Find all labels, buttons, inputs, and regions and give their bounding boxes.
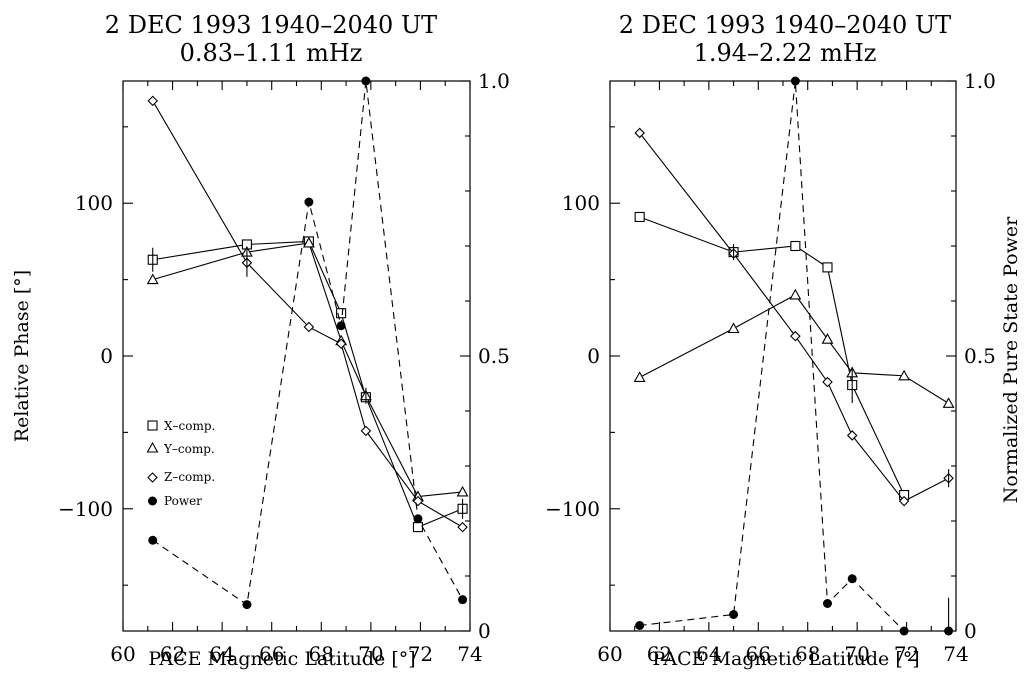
x-tick-label: 64 — [209, 642, 234, 666]
legend-x-comp-marker — [147, 420, 158, 431]
y-comp-point — [789, 288, 802, 300]
x-comp-series-line — [639, 216, 905, 496]
right-panel: 2 DEC 1993 1940–2040 UT 1.94–2.22 mHz PA… — [545, 11, 1022, 670]
power-point — [899, 626, 909, 636]
power-point — [361, 76, 371, 86]
y-comp-point — [633, 371, 646, 382]
x-tick-label: 74 — [457, 642, 482, 666]
x-tick-label: 64 — [696, 642, 721, 666]
y-comp-series-line — [639, 294, 949, 404]
power-point — [847, 574, 857, 584]
y2-tick-label: 0 — [964, 619, 977, 643]
y-tick-label: −100 — [545, 497, 600, 521]
z-comp-point — [335, 338, 347, 350]
z-comp-point — [303, 321, 315, 333]
x-tick-label: 70 — [358, 642, 383, 666]
x-tick-label: 74 — [943, 642, 968, 666]
y2-tick-label: 0.5 — [964, 344, 996, 368]
y-tick-label: 100 — [75, 191, 113, 215]
left-y-axis-label: Relative Phase [°] — [11, 270, 33, 442]
left-x-axis-label: PACE Magnetic Latitude [°] — [148, 648, 415, 670]
power-point — [822, 599, 832, 608]
legend-power-marker — [148, 496, 157, 506]
z-comp-point — [147, 95, 159, 107]
y-comp-point — [456, 485, 469, 497]
right-subtitle: 1.94–2.22 mHz — [694, 39, 877, 67]
y-comp-series-line — [152, 242, 463, 498]
x-tick-label: 60 — [597, 642, 622, 666]
y-comp-point — [898, 369, 911, 381]
x-comp-point — [634, 211, 645, 223]
right-plot-frame — [609, 80, 957, 632]
x-comp-series-line — [152, 240, 463, 528]
power-point — [635, 621, 645, 630]
x-tick-label: 68 — [309, 642, 334, 666]
y2-tick-label: 1.0 — [478, 69, 510, 93]
legend-z-comp-label: Z–comp. — [164, 470, 215, 484]
z-comp-point — [846, 430, 858, 441]
left-legend: X–comp. Y–comp. Z–comp. Power — [146, 419, 215, 508]
y-comp-point — [942, 397, 955, 408]
z-comp-point — [822, 376, 833, 388]
legend-x-comp-label: X–comp. — [164, 419, 215, 433]
left-subtitle: 0.83–1.11 mHz — [180, 39, 363, 67]
power-point — [148, 535, 158, 545]
z-comp-point — [790, 330, 801, 342]
y2-tick-label: 0.5 — [478, 344, 510, 368]
power-point — [458, 595, 468, 605]
x-tick-label: 66 — [746, 642, 771, 666]
y2-tick-label: 1.0 — [964, 69, 996, 93]
x-tick-label: 72 — [894, 642, 919, 666]
x-tick-label: 70 — [844, 642, 869, 666]
x-tick-label: 72 — [408, 642, 433, 666]
right-y2-axis-label: Normalized Pure State Power — [1000, 216, 1022, 503]
z-comp-point — [898, 495, 910, 507]
y-tick-label: 0 — [100, 344, 113, 368]
right-title: 2 DEC 1993 1940–2040 UT — [619, 11, 951, 39]
power-point — [242, 600, 252, 610]
y2-tick-label: 0 — [478, 619, 491, 643]
y-comp-point — [302, 236, 315, 248]
x-comp-point — [790, 240, 801, 252]
right-x-axis-label: PACE Magnetic Latitude [°] — [652, 648, 919, 670]
legend-z-comp-marker — [147, 472, 158, 483]
x-tick-label: 62 — [647, 642, 672, 666]
left-title: 2 DEC 1993 1940–2040 UT — [105, 11, 437, 39]
y-comp-point — [146, 273, 159, 285]
x-tick-label: 62 — [160, 642, 185, 666]
x-tick-label: 66 — [259, 642, 284, 666]
z-comp-series-line — [152, 100, 463, 528]
y-tick-label: 0 — [587, 344, 600, 368]
legend-power-label: Power — [164, 494, 202, 508]
y-tick-label: 100 — [562, 191, 600, 215]
left-panel: 2 DEC 1993 1940–2040 UT 0.83–1.11 mHz PA… — [11, 11, 510, 670]
power-point — [729, 610, 739, 619]
x-comp-point — [336, 308, 347, 319]
power-series-line — [639, 80, 949, 632]
power-point — [413, 514, 423, 524]
legend-y-comp-marker — [146, 441, 159, 453]
z-comp-point — [457, 521, 468, 533]
y-comp-point — [821, 333, 834, 344]
z-comp-point — [360, 425, 372, 437]
left-plot-frame — [122, 80, 471, 632]
power-point — [336, 321, 346, 331]
y-tick-label: −100 — [58, 497, 113, 521]
legend-y-comp-label: Y–comp. — [163, 442, 215, 456]
z-comp-series-line — [639, 132, 949, 502]
z-comp-point — [634, 127, 645, 139]
y-comp-point — [727, 322, 740, 334]
power-point — [790, 76, 800, 86]
x-tick-label: 68 — [795, 642, 820, 666]
x-tick-label: 60 — [110, 642, 135, 666]
x-comp-point — [412, 522, 424, 533]
power-point — [304, 197, 314, 207]
x-comp-point — [822, 262, 833, 273]
